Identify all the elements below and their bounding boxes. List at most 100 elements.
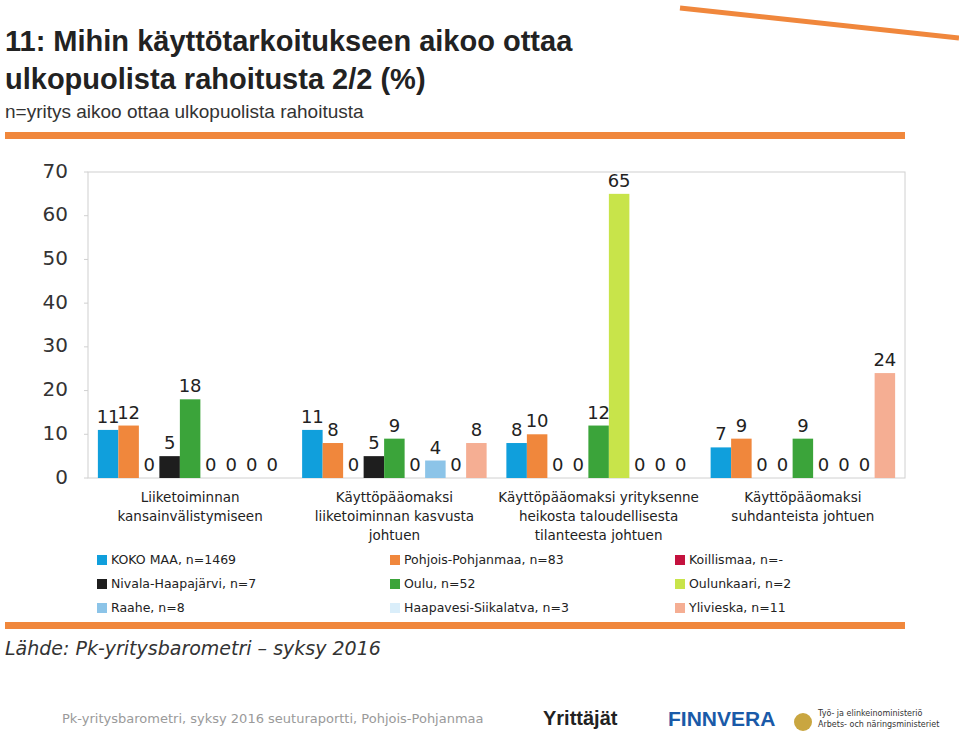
legend-label: Koillismaa, n=- xyxy=(689,552,783,567)
y-tick-label: 10 xyxy=(43,421,68,445)
bar xyxy=(527,434,548,478)
y-tick xyxy=(84,478,88,479)
bar xyxy=(731,439,752,478)
data-label: 0 xyxy=(450,454,461,475)
bar xyxy=(241,478,262,479)
bar xyxy=(425,461,446,478)
bar xyxy=(650,478,671,479)
data-label: 65 xyxy=(608,170,631,191)
bar xyxy=(405,478,426,479)
bar xyxy=(221,478,242,479)
data-label: 8 xyxy=(327,419,338,440)
data-label: 18 xyxy=(179,375,202,396)
bar xyxy=(384,439,405,478)
source: Lähde: Pk-yritysbarometri – syksy 2016 xyxy=(5,637,381,659)
legend-swatch xyxy=(675,555,685,565)
y-tick xyxy=(84,259,88,260)
y-tick-label: 60 xyxy=(43,202,68,226)
data-label: 0 xyxy=(634,454,645,475)
bar xyxy=(118,426,139,478)
y-tick-label: 30 xyxy=(43,333,68,357)
data-label: 0 xyxy=(266,454,277,475)
legend-label: KOKO MAA, n=1469 xyxy=(111,552,236,567)
data-label: 12 xyxy=(587,402,610,423)
data-label: 0 xyxy=(205,454,216,475)
report-footer: Pk-yritysbarometri, syksy 2016 seuturapo… xyxy=(62,711,484,726)
bar xyxy=(466,443,487,478)
bar xyxy=(670,478,691,479)
data-label: 0 xyxy=(756,454,767,475)
logo: FINNVERA xyxy=(668,707,775,731)
bar xyxy=(772,478,793,479)
data-label: 11 xyxy=(97,406,120,427)
bar xyxy=(180,399,201,478)
data-label: 0 xyxy=(777,454,788,475)
category-label: Liiketoiminnan kansainvälistymiseen xyxy=(87,488,293,526)
bar xyxy=(262,478,283,479)
legend-swatch xyxy=(675,579,685,589)
legend-label: Ylivieska, n=11 xyxy=(688,600,786,615)
bar xyxy=(813,478,834,479)
bar xyxy=(159,456,180,478)
data-label: 24 xyxy=(873,349,896,370)
bar xyxy=(609,194,630,478)
bar xyxy=(446,478,467,479)
legend-swatch xyxy=(390,555,400,565)
data-label: 8 xyxy=(471,419,482,440)
legend-label: Oulunkaari, n=2 xyxy=(689,576,791,591)
legend-label: Raahe, n=8 xyxy=(111,600,185,615)
y-tick xyxy=(84,434,88,435)
y-tick-label: 0 xyxy=(55,465,68,489)
y-tick xyxy=(84,346,88,347)
category-label: Käyttöpääomaksi suhdanteista johtuen xyxy=(700,488,906,526)
y-tick xyxy=(84,215,88,216)
y-tick-label: 70 xyxy=(43,159,68,183)
data-label: 0 xyxy=(143,454,154,475)
y-tick xyxy=(84,390,88,391)
data-label: 10 xyxy=(526,410,549,431)
ministry-line: Työ- ja elinkeinoministeriö xyxy=(818,709,922,718)
data-label: 0 xyxy=(675,454,686,475)
data-label: 0 xyxy=(654,454,665,475)
legend-label: Oulu, n=52 xyxy=(404,576,475,591)
bar xyxy=(711,447,732,478)
bar xyxy=(834,478,855,479)
bar xyxy=(854,478,875,479)
bar xyxy=(875,373,896,478)
data-label: 12 xyxy=(117,402,140,423)
data-label: 0 xyxy=(859,454,870,475)
data-label: 8 xyxy=(511,419,522,440)
data-label: 0 xyxy=(246,454,257,475)
subtitle: n=yritys aikoo ottaa ulkopuolista rahoit… xyxy=(5,101,364,123)
bar xyxy=(568,478,589,479)
y-tick xyxy=(84,172,88,173)
bar xyxy=(364,456,385,478)
data-label: 4 xyxy=(430,437,441,458)
legend-swatch xyxy=(675,603,685,613)
legend-label: Pohjois-Pohjanmaa, n=83 xyxy=(404,552,564,567)
decor-bar xyxy=(5,622,905,629)
bar xyxy=(588,426,609,478)
data-label: 0 xyxy=(552,454,563,475)
data-label: 0 xyxy=(818,454,829,475)
legend-label: Nivala-Haapajärvi, n=7 xyxy=(111,576,256,591)
legend-swatch xyxy=(97,555,107,565)
bar xyxy=(752,478,773,479)
category-label: Käyttöpääomaksi yrityksenne heikosta tal… xyxy=(496,488,702,545)
legend-swatch xyxy=(97,579,107,589)
data-label: 7 xyxy=(715,423,726,444)
y-tick-label: 40 xyxy=(43,290,68,314)
legend-label: Haapavesi-Siikalatva, n=3 xyxy=(404,600,569,615)
decor-line xyxy=(680,8,959,38)
bar xyxy=(547,478,568,479)
bar xyxy=(343,478,364,479)
data-label: 0 xyxy=(838,454,849,475)
data-label: 0 xyxy=(225,454,236,475)
category-label: Käyttöpääomaksi liiketoiminnan kasvusta … xyxy=(291,488,497,545)
legend-swatch xyxy=(97,603,107,613)
decor-bar xyxy=(5,132,905,139)
bar xyxy=(139,478,160,479)
ministry-line: Arbets- och näringsministeriet xyxy=(818,720,939,729)
y-tick xyxy=(84,303,88,304)
bar xyxy=(98,430,119,478)
